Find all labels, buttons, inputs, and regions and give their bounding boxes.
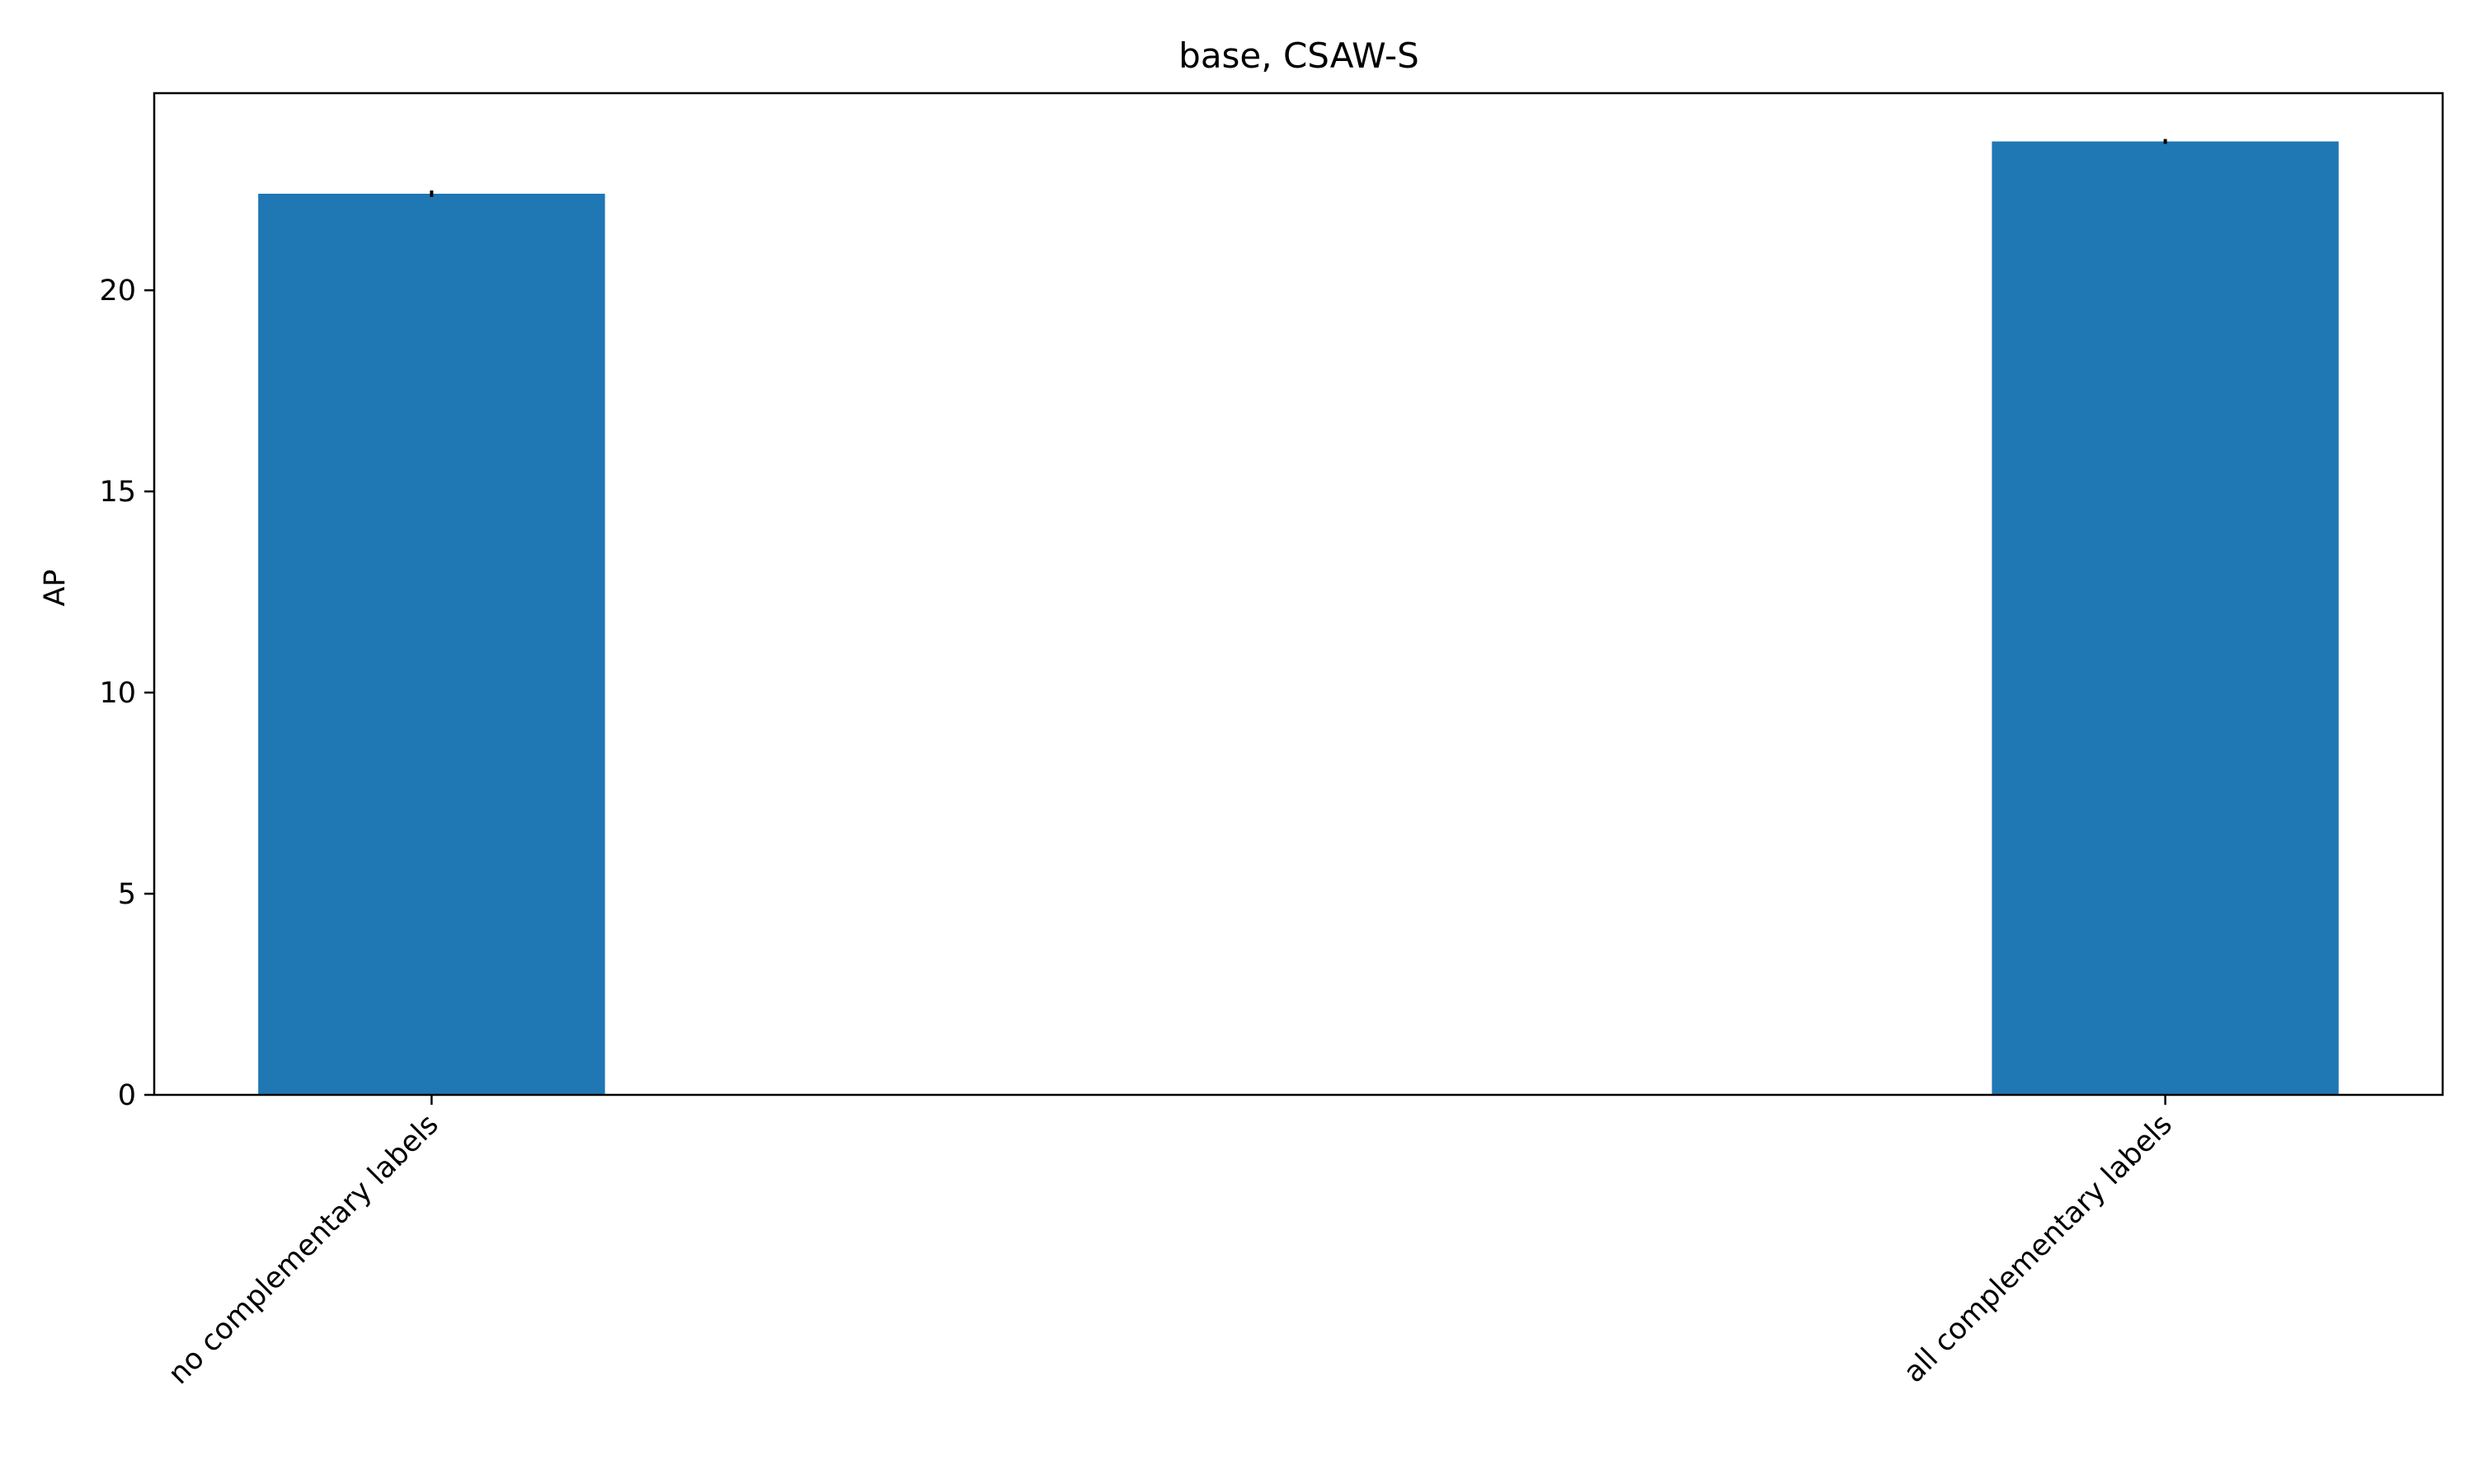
y-tick-label-1: 5 (118, 878, 136, 911)
bar-1 (1992, 141, 2339, 1096)
y-tick-label-3: 15 (99, 476, 136, 509)
chart-title: base, CSAW-S (1178, 35, 1419, 76)
y-tick-label-0: 0 (118, 1079, 136, 1112)
plot-frame (153, 92, 2444, 1097)
y-tick-label-4: 20 (99, 275, 136, 308)
y-tick-label-2: 10 (99, 677, 136, 710)
y-axis-title: AP (39, 569, 72, 606)
plot-area: no complementary labels all complementary… (99, 139, 2339, 1391)
bar-0 (258, 193, 605, 1096)
